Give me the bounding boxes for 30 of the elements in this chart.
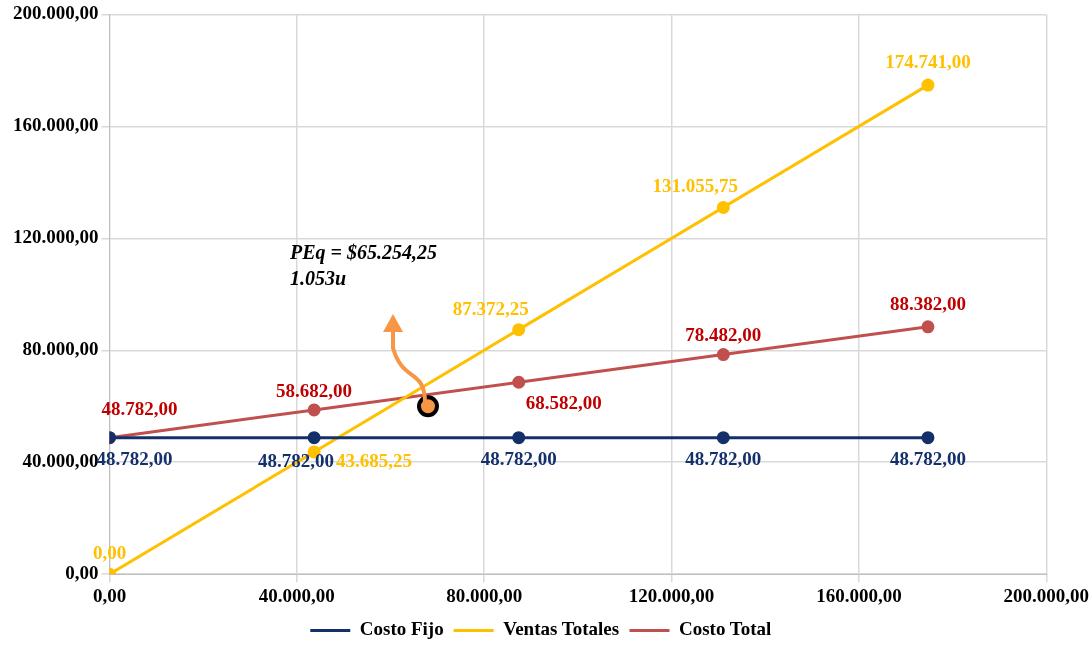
data-label: 48.782,00 [101, 397, 178, 419]
x-tick-label: 160.000,00 [816, 584, 902, 606]
data-label: 43.685,25 [336, 449, 413, 471]
x-tick-label: 80.000,00 [446, 584, 523, 606]
data-label: 48.782,00 [889, 447, 966, 469]
y-tick-label: 160.000,00 [13, 114, 99, 136]
data-label: 48.782,00 [685, 447, 762, 469]
x-tick-label: 200.000,00 [1003, 584, 1089, 606]
y-tick-label: 0,00 [65, 562, 99, 584]
data-label: 48.782,00 [480, 447, 557, 469]
data-label: 88.382,00 [889, 292, 966, 314]
legend-label: Costo Fijo [359, 618, 444, 640]
data-label: 78.482,00 [685, 324, 762, 346]
x-tick-label: 40.000,00 [258, 584, 335, 606]
y-tick-label: 40.000,00 [22, 450, 99, 472]
data-label: 68.582,00 [525, 392, 602, 414]
data-label: 174.741,00 [885, 51, 971, 73]
data-label: 0,00 [92, 542, 127, 564]
data-label: 58.682,00 [276, 379, 353, 401]
x-tick-label: 120.000,00 [628, 584, 715, 606]
legend-label: Ventas Totales [503, 618, 620, 640]
y-tick-label: 120.000,00 [13, 226, 99, 248]
data-label: 87.372,25 [452, 297, 529, 319]
data-label: 48.782,00 [96, 447, 173, 469]
x-tick-label: 0,00 [92, 584, 127, 606]
y-tick-label: 200.000,00 [13, 2, 99, 24]
data-label: 131.055,75 [652, 175, 739, 197]
annotation: PEq = $65.254,25 1.053u [288, 241, 437, 290]
y-tick-label: 80.000,00 [22, 338, 99, 360]
legend-label: Costo Total [678, 618, 772, 640]
